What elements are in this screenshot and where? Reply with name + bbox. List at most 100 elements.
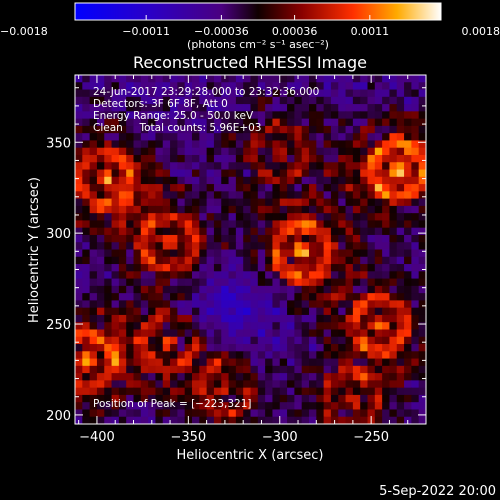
heatmap-cell [287, 133, 295, 142]
heatmap-cell [345, 147, 354, 156]
heatmap-cell [177, 89, 186, 98]
heatmap-cell [96, 373, 105, 381]
heatmap-cell [396, 344, 405, 352]
heatmap-cell [316, 394, 325, 403]
heatmap-cell [272, 191, 281, 200]
heatmap-cell [199, 184, 208, 192]
heatmap-cell [235, 249, 244, 258]
y-tick-label: 200 [46, 409, 71, 424]
heatmap-cell [126, 169, 135, 178]
heatmap-cell [316, 416, 325, 424]
heatmap-cell [243, 387, 252, 396]
heatmap-cell [338, 329, 347, 338]
heatmap-cell [250, 336, 259, 345]
heatmap-cell [96, 329, 105, 338]
heatmap-cell [382, 278, 391, 287]
heatmap-cell [265, 249, 274, 258]
heatmap-cell [206, 220, 215, 229]
heatmap-cell [192, 373, 200, 381]
heatmap-cell [316, 133, 325, 142]
heatmap-cell [133, 184, 142, 192]
heatmap-cell [257, 344, 266, 352]
heatmap-cell [75, 387, 83, 396]
heatmap-cell [360, 380, 369, 389]
heatmap-cell [213, 307, 222, 316]
heatmap-cell [374, 154, 383, 163]
heatmap-cell [279, 394, 288, 403]
heatmap-cell [104, 191, 113, 200]
heatmap-cell [126, 336, 135, 345]
heatmap-cell [396, 256, 405, 265]
heatmap-cell [162, 125, 171, 134]
heatmap-cell [404, 256, 412, 265]
heatmap-cell [82, 264, 91, 272]
heatmap-cell [272, 118, 281, 127]
heatmap-cell [228, 140, 237, 149]
heatmap-cell [82, 89, 91, 98]
heatmap-cell [345, 300, 354, 309]
heatmap-cell [184, 394, 193, 403]
heatmap-cell [206, 307, 215, 316]
heatmap-cell [250, 111, 259, 120]
heatmap-cell [294, 227, 303, 236]
heatmap-cell [126, 140, 135, 149]
heatmap-cell [257, 140, 266, 149]
heatmap-cell [411, 387, 420, 396]
heatmap-cell [382, 140, 391, 149]
heatmap-cell [104, 329, 113, 338]
heatmap-cell [316, 402, 325, 411]
x-tick-label: −400 [79, 430, 115, 445]
heatmap-cell [279, 373, 288, 381]
heatmap-cell [367, 184, 376, 192]
heatmap-cell [228, 176, 237, 185]
heatmap-cell [257, 285, 266, 294]
heatmap-cell [338, 234, 347, 243]
heatmap-cell [382, 82, 391, 91]
heatmap-cell [287, 169, 295, 178]
heatmap-cell [345, 387, 354, 396]
heatmap-cell [155, 278, 164, 287]
heatmap-cell [199, 75, 208, 83]
heatmap-cell [228, 169, 237, 178]
heatmap-cell [382, 96, 391, 105]
heatmap-cell [126, 227, 135, 236]
heatmap-cell [155, 147, 164, 156]
heatmap-cell [111, 387, 120, 396]
heatmap-cell [374, 125, 383, 134]
heatmap-cell [177, 416, 186, 424]
heatmap-cell [126, 387, 135, 396]
heatmap-cell [301, 329, 310, 338]
heatmap-cell [257, 373, 266, 381]
heatmap-cell [330, 118, 339, 127]
heatmap-cell [170, 293, 178, 301]
heatmap-cell [206, 344, 215, 352]
heatmap-cell [82, 169, 91, 178]
heatmap-cell [294, 351, 303, 360]
heatmap-cell [367, 234, 376, 243]
heatmap-cell [352, 191, 361, 200]
heatmap-cell [345, 96, 354, 105]
heatmap-cell [192, 387, 200, 396]
heatmap-cell [155, 256, 164, 265]
heatmap-cell [148, 322, 157, 331]
heatmap-cell [162, 278, 171, 287]
heatmap-cell [374, 285, 383, 294]
heatmap-cell [162, 394, 171, 403]
heatmap-cell [184, 242, 193, 251]
heatmap-cell [111, 191, 120, 200]
heatmap-cell [75, 344, 83, 352]
heatmap-cell [184, 380, 193, 389]
heatmap-cell [162, 416, 171, 424]
heatmap-cell [221, 82, 230, 91]
heatmap-cell [89, 358, 98, 367]
heatmap-cell [279, 125, 288, 134]
heatmap-cell [89, 242, 98, 251]
heatmap-cell [301, 373, 310, 381]
heatmap-cell [192, 104, 200, 112]
heatmap-cell [133, 118, 142, 127]
heatmap-cell [75, 162, 83, 171]
heatmap-cell [206, 96, 215, 105]
heatmap-cell [367, 402, 376, 411]
heatmap-cell [111, 104, 120, 112]
heatmap-cell [345, 176, 354, 185]
